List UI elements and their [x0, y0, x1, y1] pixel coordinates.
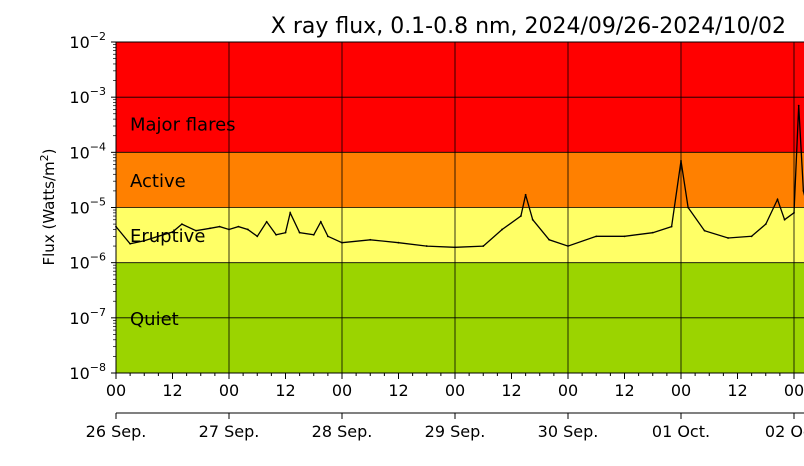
x-day-tick-label: 29 Sep. — [425, 422, 486, 441]
flux-point — [727, 237, 729, 239]
flux-point — [548, 238, 551, 241]
zone-label: Major flares — [130, 114, 236, 135]
x-hour-tick-label: 12 — [162, 381, 182, 400]
flux-point — [687, 206, 689, 209]
zone-label: Eruptive — [130, 226, 205, 247]
flux-point — [524, 193, 527, 196]
flux-point — [797, 104, 800, 107]
flux-point — [326, 235, 329, 238]
x-hour-tick-label: 12 — [727, 381, 747, 400]
x-hour-tick-label: 00 — [558, 381, 578, 400]
x-day-tick-label: 28 Sep. — [312, 422, 373, 441]
y-axis-label: Flux (Watts/m2) — [38, 149, 58, 266]
flux-point — [195, 229, 197, 232]
zone-band-eruptive — [116, 207, 804, 263]
x-hour-tick-label: 00 — [219, 381, 239, 400]
y-tick-label: 10−7 — [69, 306, 106, 328]
flux-point — [703, 229, 706, 232]
x-day-tick-label: 26 Sep. — [86, 422, 147, 441]
y-tick-label: 10−5 — [69, 196, 106, 218]
flux-point — [369, 238, 372, 241]
zone-label: Quiet — [130, 309, 179, 330]
chart-title: X ray flux, 0.1-0.8 nm, 2024/09/26-2024/… — [271, 14, 786, 39]
flux-point — [171, 231, 174, 233]
flux-point — [501, 228, 503, 231]
flux-point — [776, 198, 779, 201]
zone-band-active — [116, 152, 804, 208]
flux-point — [143, 239, 146, 242]
flux-point — [228, 228, 230, 231]
flux-point — [397, 241, 400, 244]
flux-point — [531, 218, 534, 221]
x-day-tick-label: 01 Oct. — [652, 422, 710, 441]
y-axis-ticks: 10−8 10−7 10−6 10−5 10−4 10−3 10−2 — [69, 30, 116, 383]
y-tick-label: 10−4 — [69, 140, 106, 162]
flux-point — [595, 235, 598, 238]
flux-point — [425, 245, 428, 247]
flux-point — [284, 231, 287, 234]
flux-point — [520, 215, 522, 217]
x-hour-tick-label: 00 — [445, 381, 465, 400]
flux-point — [181, 223, 183, 226]
flux-point — [793, 211, 795, 214]
flux-point — [764, 223, 767, 226]
x-hour-tick-label: 00 — [106, 381, 126, 400]
x-axis-ticks: 00 12 00 12 00 12 00 12 00 12 00 12 00 26 Sep. 27 Sep.… — [86, 373, 804, 441]
flux-point — [209, 227, 212, 230]
zone-labels: Quiet Eruptive Active Major flares — [130, 114, 236, 330]
flux-point — [298, 231, 301, 234]
y-tick-label: 10−3 — [69, 85, 106, 107]
y-tick-label: 10−6 — [69, 251, 106, 273]
zone-label: Active — [130, 171, 186, 192]
flux-point — [680, 159, 682, 162]
flux-point — [289, 211, 292, 214]
flux-point — [237, 225, 240, 228]
flux-point — [454, 246, 456, 249]
flux-point — [783, 218, 786, 221]
flux-series — [115, 104, 804, 249]
flux-point — [341, 241, 343, 244]
flux-point — [750, 235, 753, 238]
flux-point — [319, 220, 322, 223]
flux-point — [218, 225, 221, 228]
flux-point — [651, 231, 654, 234]
x-day-tick-label: 30 Sep. — [538, 422, 599, 441]
flux-point — [623, 235, 626, 238]
x-hour-tick-label: 00 — [332, 381, 352, 400]
flux-point — [129, 242, 132, 245]
flux-point — [312, 233, 315, 236]
flux-point — [265, 220, 268, 223]
x-day-tick-label: 02 Oct. — [765, 422, 804, 441]
y-tick-label: 10−2 — [69, 30, 106, 52]
x-hour-tick-label: 00 — [671, 381, 691, 400]
flux-point — [567, 245, 569, 247]
x-hour-tick-label: 12 — [501, 381, 521, 400]
flux-point — [246, 228, 249, 231]
flux-point — [670, 225, 673, 228]
y-tick-label: 10−8 — [69, 361, 106, 383]
flux-point — [157, 235, 160, 238]
x-hour-tick-label: 00 — [784, 381, 804, 400]
flux-point — [482, 245, 485, 247]
flux-point — [275, 233, 277, 236]
x-day-tick-label: 27 Sep. — [199, 422, 260, 441]
x-hour-tick-label: 12 — [614, 381, 634, 400]
x-hour-tick-label: 12 — [275, 381, 295, 400]
flux-point — [256, 235, 259, 238]
x-hour-tick-label: 12 — [388, 381, 408, 400]
